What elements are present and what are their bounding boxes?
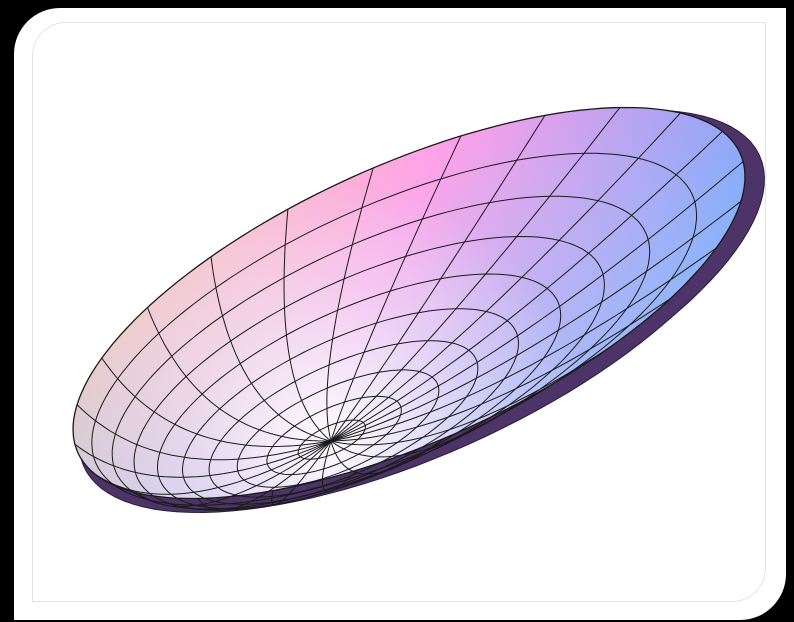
mesh-radial-line	[326, 167, 374, 442]
mesh-radial-line	[330, 247, 717, 442]
mesh-radial-line	[330, 161, 744, 442]
mesh-radial-line	[74, 440, 332, 478]
mesh-radial-line	[137, 440, 332, 507]
mesh-radial-line	[330, 115, 546, 442]
mesh-radial-line	[321, 440, 358, 492]
mesh-radial-line	[330, 396, 531, 458]
mesh-radial-line	[330, 348, 608, 446]
mesh-radial-line	[330, 112, 681, 442]
mesh-radial-line	[283, 209, 332, 442]
mesh-radial-line	[330, 135, 462, 442]
mesh-radial-line	[95, 440, 332, 495]
frame-inner-border	[32, 22, 766, 602]
mesh-radial-line	[197, 440, 332, 511]
mesh-radial-line	[101, 357, 332, 448]
surface-center-highlight	[73, 107, 745, 499]
mesh-radial-line	[76, 404, 332, 461]
mesh-radial-line	[330, 131, 723, 442]
mesh-radial-line	[147, 307, 331, 442]
mesh-radial-line	[330, 107, 621, 442]
mesh-radial-line	[271, 440, 332, 506]
surface-mesh	[72, 106, 746, 511]
mesh-radial-line	[330, 200, 742, 442]
bowl-inner-surface	[73, 107, 745, 499]
mesh-radial-line	[330, 437, 446, 475]
mesh-radial-line	[330, 298, 671, 442]
mesh-radial-line	[210, 256, 332, 442]
